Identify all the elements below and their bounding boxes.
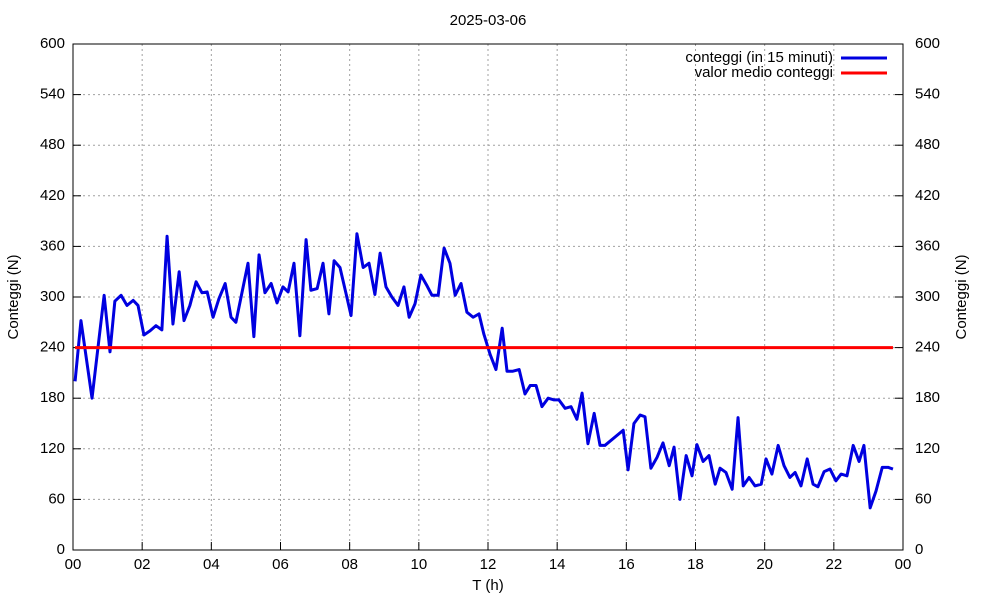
x-tick-label: 08 <box>341 556 358 573</box>
y2-tick-label: 120 <box>915 440 940 457</box>
y-tick-label: 240 <box>40 339 65 356</box>
y2-axis-label: Conteggi (N) <box>953 254 970 339</box>
legend-label: valor medio conteggi <box>695 64 833 81</box>
y-tick-label: 540 <box>40 86 65 103</box>
x-axis-label: T (h) <box>472 577 503 594</box>
chart-title: 2025-03-06 <box>450 12 527 29</box>
x-tick-label: 16 <box>618 556 635 573</box>
x-tick-label: 12 <box>480 556 497 573</box>
y2-tick-label: 240 <box>915 339 940 356</box>
y2-tick-label: 300 <box>915 288 940 305</box>
x-tick-label: 10 <box>410 556 427 573</box>
x-tick-label: 22 <box>825 556 842 573</box>
y-tick-label: 600 <box>40 35 65 52</box>
x-tick-label: 20 <box>756 556 773 573</box>
legend-label: conteggi (in 15 minuti) <box>685 49 833 66</box>
plot-frame <box>72 43 904 551</box>
y2-tick-label: 360 <box>915 237 940 254</box>
y-tick-label: 120 <box>40 440 65 457</box>
x-tick-label: 00 <box>895 556 912 573</box>
x-tick-label: 06 <box>272 556 289 573</box>
x-tick-label: 00 <box>65 556 82 573</box>
x-tick-label: 14 <box>549 556 566 573</box>
y2-tick-label: 0 <box>915 541 923 558</box>
y2-tick-label: 480 <box>915 136 940 153</box>
data-line <box>73 232 894 510</box>
y-tick-label: 300 <box>40 288 65 305</box>
y-tick-label: 420 <box>40 187 65 204</box>
y2-tick-label: 420 <box>915 187 940 204</box>
y-tick-label: 0 <box>57 541 65 558</box>
y-tick-label: 360 <box>40 237 65 254</box>
x-tick-label: 04 <box>203 556 220 573</box>
x-tick-label: 18 <box>687 556 704 573</box>
x-tick-label: 02 <box>134 556 151 573</box>
y2-tick-label: 540 <box>915 86 940 103</box>
y-tick-label: 60 <box>48 490 65 507</box>
y-tick-label: 180 <box>40 389 65 406</box>
y-axis-label: Conteggi (N) <box>5 254 22 339</box>
y2-tick-label: 180 <box>915 389 940 406</box>
y2-tick-label: 600 <box>915 35 940 52</box>
y-tick-label: 480 <box>40 136 65 153</box>
y2-tick-label: 60 <box>915 490 932 507</box>
